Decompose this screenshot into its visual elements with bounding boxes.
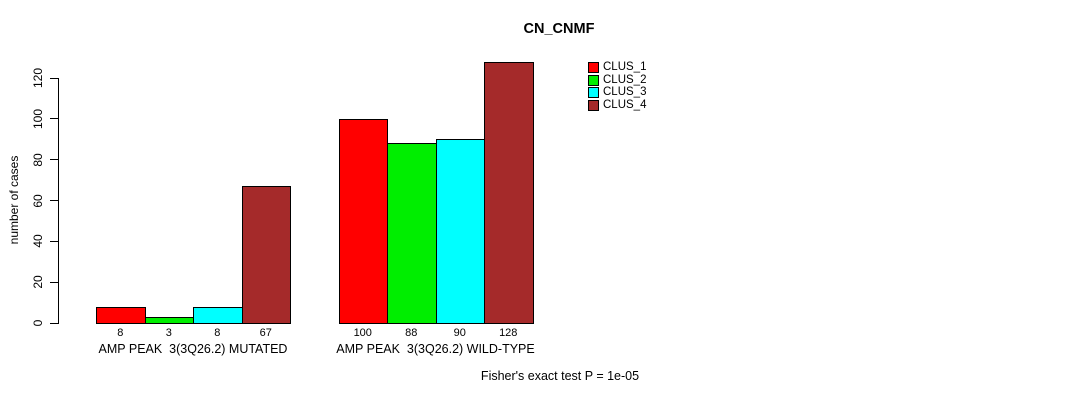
- legend-item-clus_4: CLUS_4: [588, 99, 647, 112]
- bar-clus_2-group1: [144, 316, 194, 324]
- legend-swatch-icon: [588, 100, 599, 112]
- y-tick: [50, 281, 59, 283]
- legend-item-clus_3: CLUS_3: [588, 86, 647, 99]
- y-tick: [50, 200, 59, 201]
- stat-annotation: Fisher's exact test P = 1e-05: [480, 369, 640, 383]
- y-tick-label: 0: [31, 319, 45, 327]
- bar-value-label: 88: [405, 327, 418, 339]
- bar-value-label: 90: [453, 327, 466, 339]
- bar-clus_3-group2: [435, 139, 485, 324]
- bar-value-label: 8: [214, 327, 221, 339]
- bar-value-label: 100: [353, 327, 372, 339]
- bar-value-label: 8: [117, 327, 124, 339]
- bar-clus_1-group1: [96, 306, 146, 324]
- category-label: AMP PEAK 3(3Q26.2) WILD-TYPE: [336, 342, 535, 356]
- legend-item-clus_2: CLUS_2: [588, 73, 647, 86]
- y-tick-label: 60: [31, 193, 45, 208]
- chart-title: CN_CNMF: [523, 21, 595, 37]
- y-tick: [50, 159, 59, 161]
- y-axis-line: [58, 78, 60, 324]
- legend-label: CLUS_1: [603, 61, 647, 73]
- y-tick: [50, 240, 59, 242]
- legend-item-clus_1: CLUS_1: [588, 61, 647, 73]
- y-tick: [50, 322, 59, 324]
- bar-clus_4-group1: [241, 186, 291, 324]
- y-axis-label: number of cases: [7, 155, 21, 245]
- bar-value-label: 3: [165, 327, 172, 339]
- y-tick-label: 80: [31, 152, 45, 167]
- legend-label: CLUS_2: [603, 73, 647, 86]
- bar-value-label: 128: [499, 327, 518, 339]
- y-tick-label: 120: [31, 67, 45, 89]
- bar-clus_4-group2: [484, 61, 534, 324]
- legend-swatch-icon: [588, 87, 599, 99]
- legend: CLUS_1 CLUS_2 CLUS_3 CLUS_4: [588, 61, 647, 112]
- legend-label: CLUS_3: [603, 86, 647, 99]
- y-tick-label: 40: [31, 234, 45, 249]
- y-tick: [50, 77, 59, 79]
- legend-swatch-icon: [588, 74, 599, 86]
- legend-label: CLUS_4: [603, 99, 647, 112]
- bar-value-label: 67: [259, 327, 272, 339]
- category-label: AMP PEAK 3(3Q26.2) MUTATED: [98, 342, 288, 356]
- y-tick-label: 100: [31, 108, 45, 129]
- bar-clus_3-group1: [193, 306, 243, 324]
- legend-swatch-icon: [588, 62, 599, 73]
- y-tick: [50, 118, 59, 120]
- bar-clus_2-group2: [387, 143, 437, 324]
- bar-clus_1-group2: [338, 118, 388, 324]
- y-tick-label: 20: [31, 275, 45, 289]
